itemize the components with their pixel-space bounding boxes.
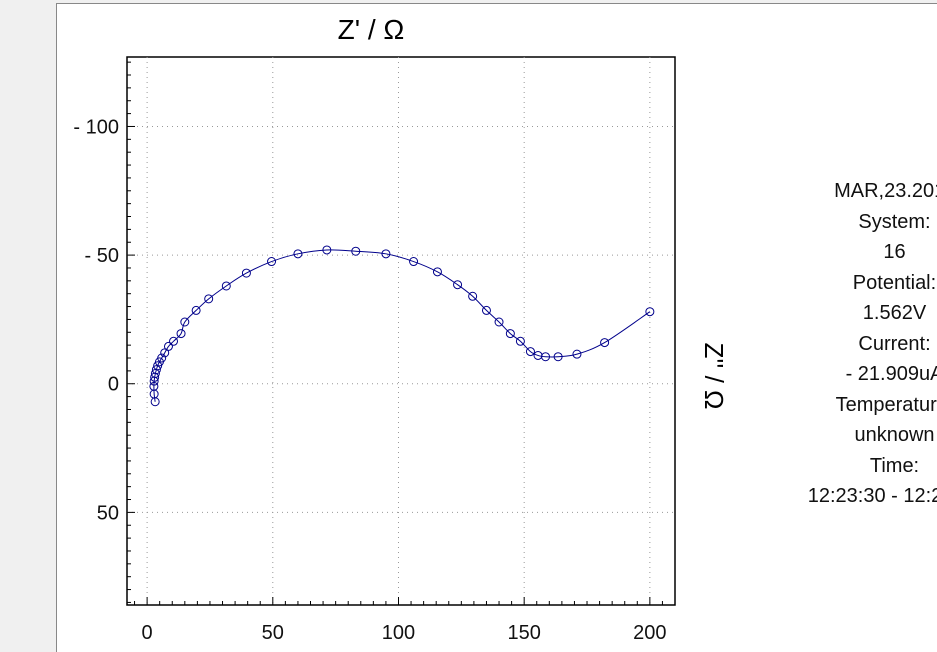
info-system-label: System:	[858, 210, 931, 233]
info-potential-value: 1.562V	[862, 302, 927, 324]
y-tick-label: 50	[97, 502, 119, 524]
axis-ticks	[127, 61, 663, 605]
info-date: MAR,23.2011	[834, 180, 937, 202]
info-time-label: Time:	[869, 454, 920, 477]
data-point	[169, 336, 179, 346]
data-point	[191, 305, 201, 315]
data-point	[494, 317, 504, 327]
info-system-value: 16	[883, 241, 906, 263]
data-point	[468, 291, 478, 301]
data-point	[515, 336, 525, 346]
x-tick-label: 200	[633, 622, 666, 644]
data-point	[541, 352, 551, 362]
data-point	[157, 353, 167, 363]
data-points	[149, 245, 655, 407]
data-point	[180, 317, 190, 327]
data-point	[553, 352, 563, 362]
data-point	[322, 245, 332, 255]
plot-area	[126, 56, 676, 606]
chart-window: 0 50 100 150 200- 100- 50 0 50 Z' / Ω Z'' / Ω …	[56, 3, 937, 652]
data-point	[149, 381, 159, 391]
info-temperature-label: Temperature:	[835, 393, 937, 416]
y-tick-label: 0	[108, 374, 119, 396]
data-point	[645, 307, 655, 317]
x-tick-label: 150	[507, 622, 540, 644]
data-point	[351, 246, 361, 256]
data-point	[163, 341, 173, 351]
data-point	[381, 249, 391, 259]
info-time-value: 12:23:30 - 12:26:03	[807, 485, 937, 507]
chart: 0 50 100 150 200 - 100 - 50 0 50 Z' / Ω Z'' / Ω	[73, 14, 729, 644]
chart-title: Z' / Ω	[338, 14, 405, 45]
data-point	[176, 329, 186, 339]
x-tick-label: 0	[142, 622, 153, 644]
data-point	[204, 294, 214, 304]
data-point	[525, 347, 535, 357]
x-tick-label: 100	[382, 622, 415, 644]
data-point	[481, 305, 491, 315]
data-point	[453, 280, 463, 290]
data-point	[572, 349, 582, 359]
data-point	[267, 257, 277, 267]
data-point	[221, 281, 231, 291]
y-tick-label: - 50	[85, 245, 119, 267]
tick-labels: 0 50 100 150 200 - 100 - 50 0 50	[73, 116, 666, 644]
data-point	[409, 257, 419, 267]
measurement-info-panel: MAR,23.2011 System: 16 Potential: 1.562V…	[777, 176, 937, 512]
info-current-value: - 21.909uA	[845, 363, 937, 385]
data-point	[241, 268, 251, 278]
data-point	[432, 267, 442, 277]
data-point	[600, 338, 610, 348]
x-tick-label: 50	[262, 622, 284, 644]
data-point	[505, 329, 515, 339]
info-current-label: Current:	[858, 332, 931, 355]
data-point	[151, 365, 161, 375]
info-temperature-value: unknown	[854, 424, 935, 446]
y-axis-label: Z'' / Ω	[699, 343, 729, 410]
info-potential-label: Potential:	[852, 271, 937, 294]
data-point	[293, 249, 303, 259]
y-tick-label: - 100	[73, 116, 119, 138]
